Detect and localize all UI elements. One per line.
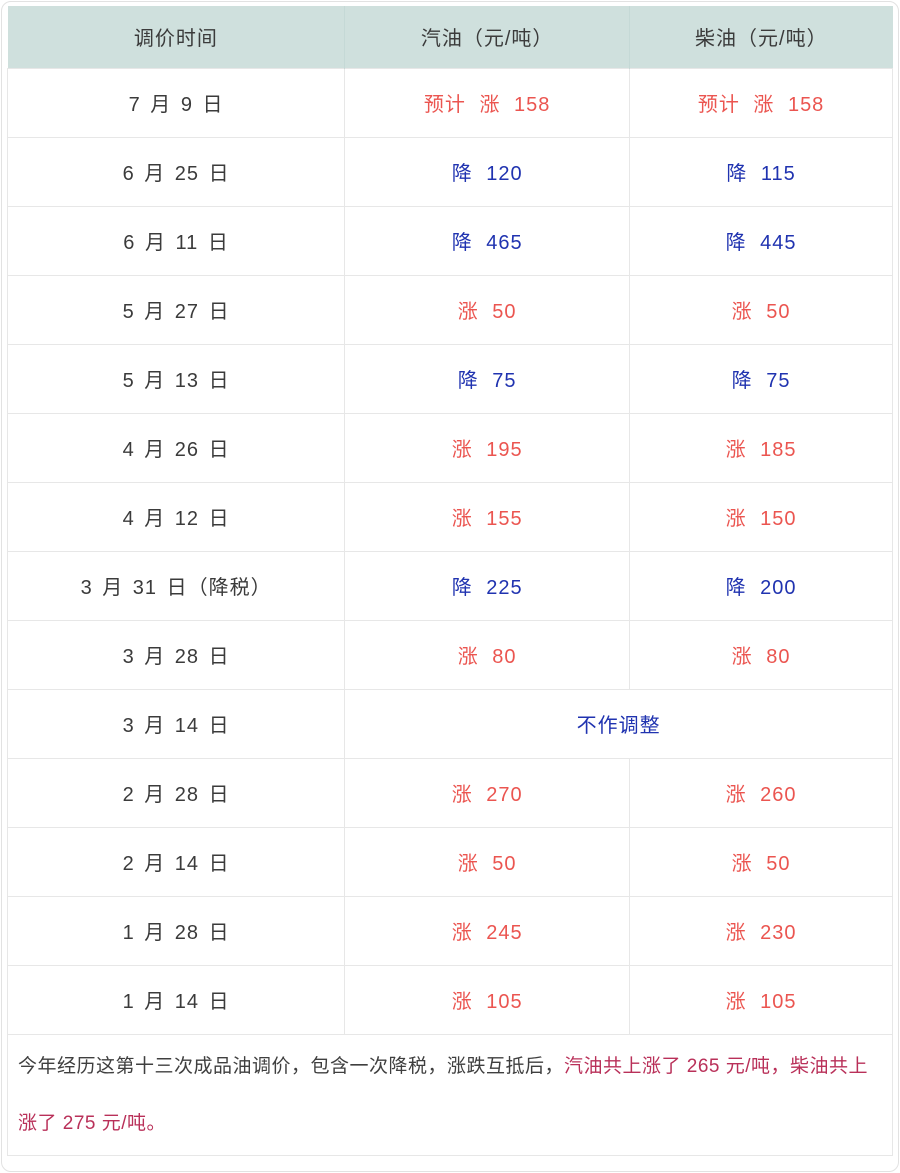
diesel-value-cell: 涨 260 [629,757,893,828]
table-row: 5 月 27 日涨 50 涨 50 [6,274,893,345]
diesel-value-cell: 涨 185 [629,412,893,483]
gasoline-value-cell: 涨 155 [344,481,631,552]
diesel-value-cell: 涨 150 [629,481,893,552]
date-cell: 5 月 13 日 [6,343,346,414]
date-cell: 2 月 28 日 [6,757,346,828]
table-header: 调价时间 汽油（元/吨） 柴油（元/吨） [7,6,893,68]
date-cell: 7 月 9 日 [6,67,346,138]
diesel-value-cell: 涨 105 [629,964,893,1035]
gasoline-value-cell: 降 225 [344,550,631,621]
merged-value-cell: 不作调整 [344,688,893,759]
diesel-value-cell: 涨 50 [629,274,893,345]
table-row: 3 月 28 日涨 80 涨 80 [6,619,893,690]
table-row: 3 月 14 日不作调整 [6,688,893,759]
diesel-value-cell: 降 445 [629,205,893,276]
date-cell: 4 月 12 日 [6,481,346,552]
summary-cell: 今年经历这第十三次成品油调价，包含一次降税，涨跌互抵后，汽油共上涨了 265 元… [7,1033,893,1156]
table-row: 6 月 11 日降 465 降 445 [6,205,893,276]
summary-highlight-text: 汽油共上涨了 265 元/吨，柴油共上涨了 275 元/吨。 [18,1055,869,1134]
diesel-value-cell: 预计 涨 158 [629,67,893,138]
table-row: 3 月 31 日（降税）降 225 降 200 [6,550,893,621]
column-header-diesel: 柴油（元/吨） [629,6,893,68]
date-cell: 3 月 28 日 [6,619,346,690]
date-cell: 1 月 28 日 [6,895,346,966]
gasoline-value-cell: 涨 245 [344,895,631,966]
diesel-value-cell: 降 75 [629,343,893,414]
date-cell: 5 月 27 日 [6,274,346,345]
column-header-date: 调价时间 [7,6,346,68]
date-cell: 6 月 25 日 [6,136,346,207]
table-row: 7 月 9 日预计 涨 158 预计 涨 158 [6,67,893,138]
gasoline-value-cell: 涨 80 [344,619,631,690]
gasoline-value-cell: 涨 270 [344,757,631,828]
diesel-value-cell: 涨 230 [629,895,893,966]
gasoline-value-cell: 涨 50 [344,826,631,897]
diesel-value-cell: 涨 50 [629,826,893,897]
summary-row: 今年经历这第十三次成品油调价，包含一次降税，涨跌互抵后，汽油共上涨了 265 元… [7,1033,893,1156]
gasoline-value-cell: 降 465 [344,205,631,276]
table-body: 7 月 9 日预计 涨 158 预计 涨 158 6 月 25 日降 120 降 11… [6,67,893,1035]
diesel-value-cell: 涨 80 [629,619,893,690]
summary-text: 今年经历这第十三次成品油调价，包含一次降税，涨跌互抵后， [18,1055,565,1077]
gasoline-value-cell: 涨 105 [344,964,631,1035]
diesel-value-cell: 降 115 [629,136,893,207]
date-cell: 1 月 14 日 [6,964,346,1035]
table-row: 6 月 25 日降 120 降 115 [6,136,893,207]
gasoline-value-cell: 涨 50 [344,274,631,345]
fuel-price-adjustment-table: 调价时间 汽油（元/吨） 柴油（元/吨） 7 月 9 日预计 涨 158 预计 涨… [6,6,893,1156]
date-cell: 3 月 14 日 [6,688,346,759]
table-footer: 今年经历这第十三次成品油调价，包含一次降税，涨跌互抵后，汽油共上涨了 265 元… [7,1033,893,1156]
gasoline-value-cell: 涨 195 [344,412,631,483]
gasoline-value-cell: 降 120 [344,136,631,207]
date-cell: 4 月 26 日 [6,412,346,483]
date-cell: 6 月 11 日 [6,205,346,276]
table-row: 1 月 14 日涨 105 涨 105 [6,964,893,1035]
table-row: 2 月 28 日涨 270 涨 260 [6,757,893,828]
gasoline-value-cell: 预计 涨 158 [344,67,631,138]
table-row: 2 月 14 日涨 50 涨 50 [6,826,893,897]
date-cell: 2 月 14 日 [6,826,346,897]
table-row: 5 月 13 日降 75 降 75 [6,343,893,414]
date-cell: 3 月 31 日（降税） [6,550,346,621]
table-row: 1 月 28 日涨 245 涨 230 [6,895,893,966]
header-row: 调价时间 汽油（元/吨） 柴油（元/吨） [7,6,893,68]
gasoline-value-cell: 降 75 [344,343,631,414]
table-row: 4 月 12 日涨 155 涨 150 [6,481,893,552]
column-header-gasoline: 汽油（元/吨） [344,6,631,68]
diesel-value-cell: 降 200 [629,550,893,621]
table-row: 4 月 26 日涨 195 涨 185 [6,412,893,483]
